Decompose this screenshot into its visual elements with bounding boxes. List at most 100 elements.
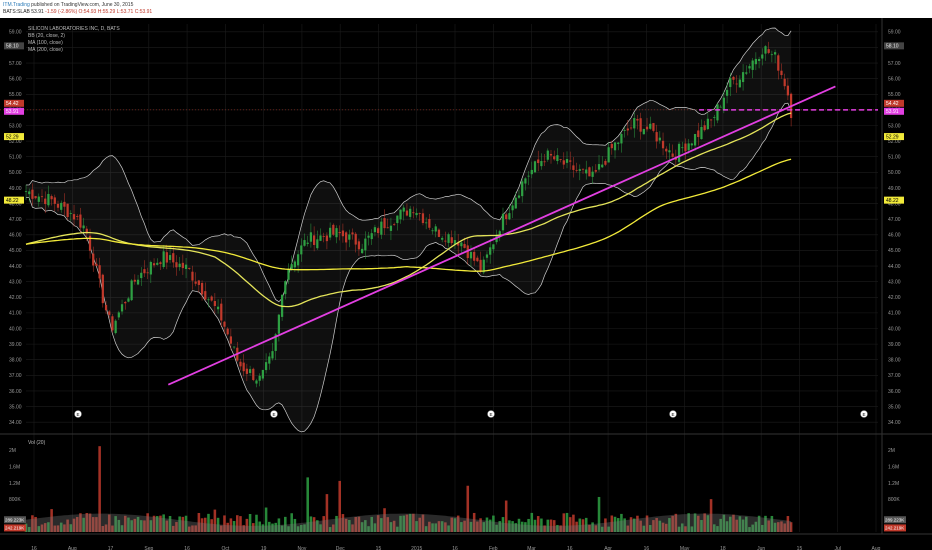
candle-body [156, 262, 159, 265]
candle-body [706, 118, 709, 130]
axis-labels: 34.00 34.00 35.00 35.00 36.00 36.00 37.00 37.00… [4, 30, 906, 550]
candle-body [453, 240, 457, 245]
candle-body [88, 235, 92, 251]
candle-body [277, 314, 281, 334]
candle-body [549, 153, 553, 156]
volume-last-tag-left-bg [4, 524, 26, 532]
volume-bar [75, 517, 79, 532]
volume-bar [264, 507, 268, 532]
volume-bar [485, 517, 489, 532]
candle-body [655, 132, 658, 142]
price-tick-label-left: 35.00 [9, 404, 22, 410]
candle-body [223, 321, 226, 327]
candle-body [770, 54, 774, 56]
candle-body [610, 143, 613, 149]
volume-tick-label-left: 1.6M [9, 464, 20, 470]
candle-body [751, 60, 754, 70]
candle-body [505, 214, 508, 219]
volume-average-tag-bg [884, 516, 906, 524]
price-tick-label: 45.00 [888, 248, 901, 254]
volume-tick-label: 1.6M [888, 464, 899, 470]
stock-chart[interactable]: 34.00 34.00 35.00 35.00 36.00 36.00 37.00 37.00… [0, 18, 932, 550]
volume-bar [450, 517, 454, 532]
volume-bar [703, 513, 706, 532]
volume-bar [328, 527, 332, 532]
candle-body [181, 262, 184, 269]
volume-bar [171, 525, 175, 532]
volume-bar [325, 494, 329, 532]
volume-bar [252, 523, 255, 532]
candle-body [450, 237, 453, 244]
candle-body [242, 362, 245, 372]
volume-bar [287, 526, 290, 532]
candle-body [773, 52, 777, 55]
volume-bar [139, 520, 143, 532]
price-tick-label-left: 47.00 [9, 217, 22, 223]
volume-bar [85, 513, 89, 532]
legend: SILICON LABORATORIES INC, D, BATS BB (20… [28, 26, 120, 446]
candle-body [485, 254, 489, 258]
time-tick-label: Aug [872, 546, 881, 550]
volume-bar [316, 520, 319, 532]
resistance-price-tag-bg [884, 99, 904, 107]
candle-body [44, 198, 47, 205]
candle-body [652, 123, 655, 131]
earnings-marker-label: E [272, 412, 275, 417]
candle-body [28, 191, 31, 195]
drawings[interactable] [0, 85, 878, 386]
volume-bar [476, 521, 479, 532]
candle-body [556, 155, 559, 162]
volume-bar [72, 518, 76, 532]
volume-bar [623, 518, 626, 532]
volume-bar [648, 525, 652, 532]
candle-body [165, 252, 168, 263]
candle-body [735, 83, 738, 85]
volume-bar [319, 524, 322, 532]
price-tick-label-left: 46.00 [9, 233, 22, 239]
candle-body [530, 169, 533, 175]
volume-bar [187, 526, 191, 532]
price-tick-label: 36.00 [888, 389, 901, 395]
volume-bar [296, 526, 300, 532]
volume-bar [565, 512, 569, 532]
candle-body [623, 130, 626, 131]
volume-bar [213, 509, 217, 532]
volume-last-tag: 242.219K [885, 526, 904, 531]
ma200-line [25, 158, 792, 272]
time-tick-label: 16 [31, 546, 37, 550]
candle-body [111, 316, 114, 331]
volume-bar [741, 519, 745, 532]
candle-body [620, 133, 623, 144]
candle-body [63, 201, 66, 207]
candle-body [601, 164, 604, 168]
volume-bar [280, 525, 284, 532]
candle-body [745, 72, 748, 74]
publisher-name[interactable]: ITM.Trading [3, 2, 30, 8]
volume-bar [725, 521, 729, 532]
volume-bar [159, 515, 162, 532]
last-price-tag-left-bg [4, 107, 24, 115]
candle-body [777, 55, 780, 71]
volume-bar [444, 522, 447, 532]
volume-bar [668, 518, 671, 532]
volume-bar [258, 521, 261, 532]
candle-body [761, 54, 764, 59]
candle-body [687, 143, 690, 151]
candle-body [527, 175, 530, 177]
volume-bar [661, 522, 665, 532]
volume-bar [37, 526, 41, 532]
volume-bar [34, 516, 37, 532]
volume-bar [600, 526, 604, 532]
candle-body [441, 237, 444, 240]
candle-body [719, 106, 722, 108]
candle-body [629, 127, 633, 129]
volume-bar [130, 520, 133, 532]
candle-body [98, 265, 101, 279]
candle-body [690, 143, 693, 146]
candle-body [668, 150, 671, 153]
ma200-price-tag-bg [884, 196, 904, 204]
candle-body [60, 202, 63, 210]
candle-body [37, 196, 40, 202]
volume-bar [114, 516, 117, 532]
candle-body [597, 164, 601, 170]
